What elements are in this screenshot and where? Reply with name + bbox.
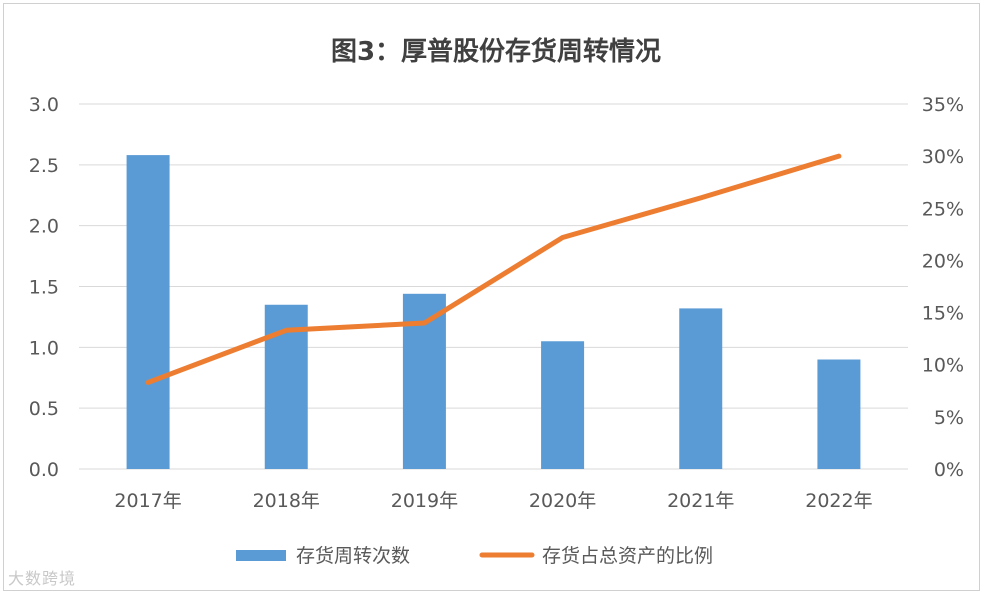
right-tick-label: 10%: [922, 355, 964, 377]
bar: [541, 341, 585, 469]
left-axis-ticks: 0.0 0.5 1.0 1.5 2.0 2.5 3.0: [29, 94, 59, 481]
bar: [817, 359, 861, 469]
right-tick-label: 30%: [922, 146, 964, 168]
line-path: [145, 153, 842, 385]
left-tick-label: 1.0: [29, 337, 59, 359]
legend-bar-label: 存货周转次数: [296, 545, 410, 567]
left-tick-label: 3.0: [29, 94, 59, 116]
left-tick-label: 2.0: [29, 216, 59, 238]
x-tick-label: 2017年: [114, 490, 181, 512]
x-tick-label: 2018年: [253, 490, 320, 512]
chart-title: 图3：厚普股份存货周转情况: [331, 36, 661, 67]
left-tick-label: 0.5: [29, 398, 59, 420]
left-tick-label: 2.5: [29, 155, 59, 177]
x-tick-label: 2019年: [391, 490, 458, 512]
legend-bar-swatch: [236, 550, 286, 561]
left-tick-label: 0.0: [29, 459, 59, 481]
right-tick-label: 35%: [922, 94, 964, 116]
right-axis-ticks: 0% 5% 10% 15% 20% 25% 30% 35%: [922, 94, 964, 481]
right-tick-label: 15%: [922, 303, 964, 325]
right-tick-label: 5%: [934, 407, 964, 429]
bar-series: [126, 155, 861, 469]
x-axis-ticks: 2017年 2018年 2019年 2020年 2021年 2022年: [114, 490, 872, 512]
bar: [126, 155, 170, 469]
legend: 存货周转次数 存货占总资产的比例: [236, 545, 713, 567]
x-tick-label: 2021年: [667, 490, 734, 512]
line-series: [145, 153, 842, 385]
x-tick-label: 2020年: [529, 490, 596, 512]
x-tick-label: 2022年: [805, 490, 872, 512]
bar: [679, 308, 723, 469]
right-tick-label: 25%: [922, 198, 964, 220]
watermark: 大数跨境: [8, 569, 77, 588]
right-tick-label: 0%: [934, 459, 964, 481]
legend-line-label: 存货占总资产的比例: [542, 545, 713, 567]
combo-chart: 图3：厚普股份存货周转情况 0.0 0.5 1.0 1.5 2.0 2.5 3.0 0% 5%…: [29, 36, 964, 567]
chart-frame: 图3：厚普股份存货周转情况 0.0 0.5 1.0 1.5 2.0 2.5 3.0 0% 5%…: [3, 3, 980, 591]
right-tick-label: 20%: [922, 250, 964, 272]
left-tick-label: 1.5: [29, 277, 59, 299]
gridlines: [79, 103, 908, 470]
